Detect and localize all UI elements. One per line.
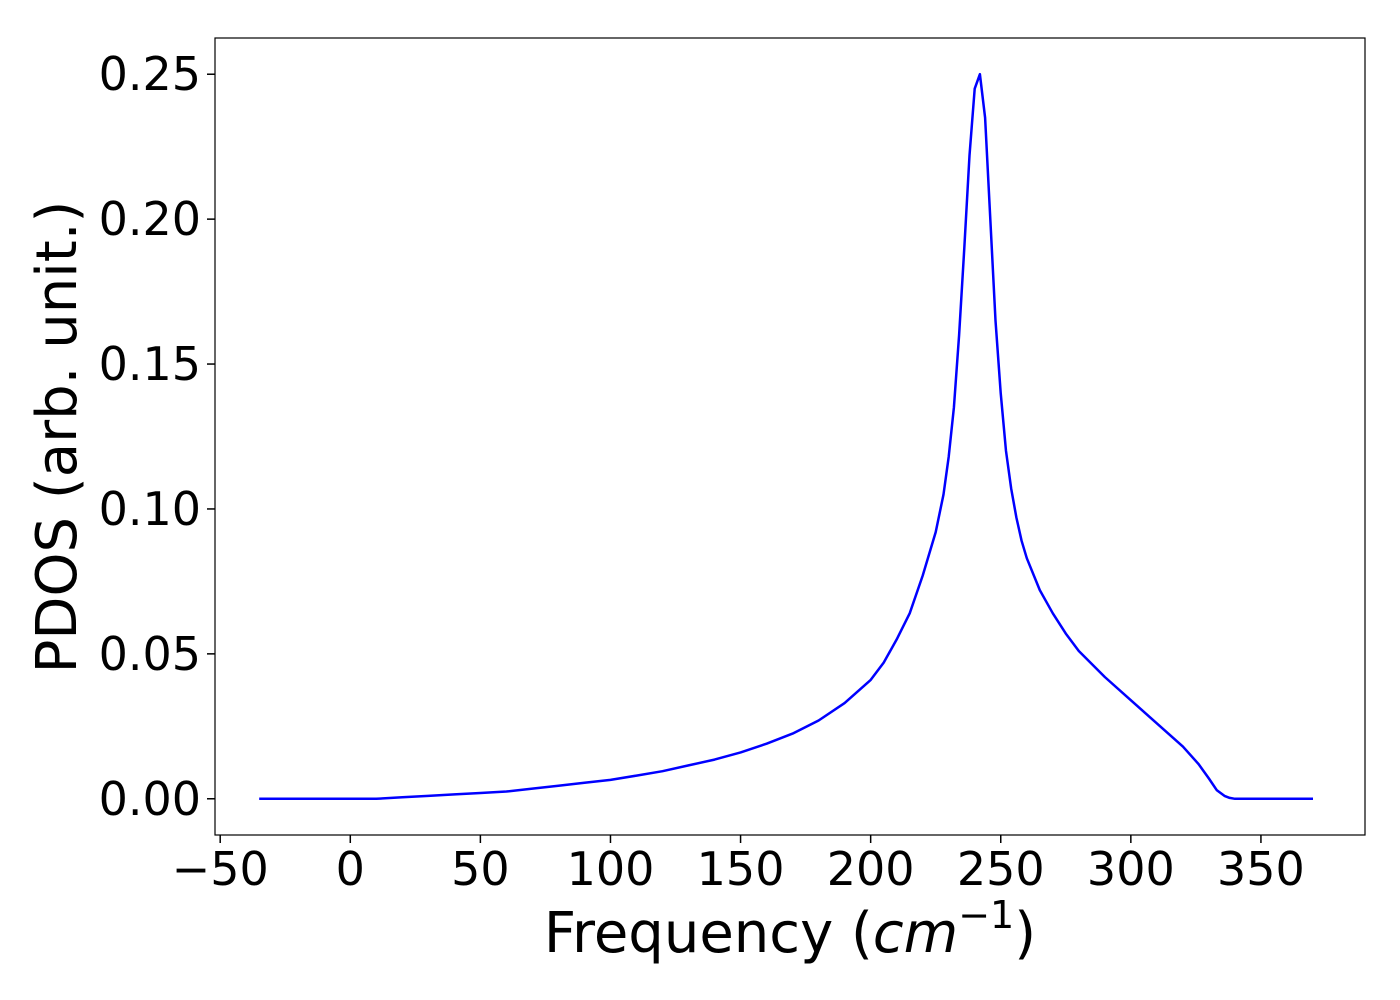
x-tick-label: −50 [172,842,269,896]
y-ticks: 0.00 0.05 0.10 0.15 0.20 0.25 [99,47,215,826]
x-axis-label-close: ) [1014,901,1036,966]
x-tick-label: 100 [567,842,655,896]
x-tick-label: 0 [336,842,365,896]
x-tick-label: 200 [827,842,915,896]
x-tick-label: 250 [957,842,1045,896]
x-axis-label-text: Frequency ( [544,901,873,966]
x-axis-label-unit: cm [873,901,958,966]
x-axis-label: Frequency (cm−1) [544,893,1036,966]
y-tick-label: 0.00 [99,772,201,826]
y-tick-label: 0.05 [99,627,201,681]
y-tick-label: 0.25 [99,47,201,101]
y-tick-label: 0.20 [99,192,201,246]
x-axis-label-exponent: −1 [958,893,1014,937]
y-axis-label: PDOS (arb. unit.) [25,201,90,674]
x-tick-label: 300 [1087,842,1175,896]
x-tick-label: 50 [451,842,510,896]
pdos-series-line [259,72,1313,801]
plot-frame [214,37,1366,836]
x-ticks: −50 0 50 100 150 200 250 300 350 [172,835,1305,896]
x-tick-label: 150 [697,842,785,896]
x-tick-label: 350 [1217,842,1305,896]
y-tick-label: 0.15 [99,337,201,391]
y-tick-label: 0.10 [99,482,201,536]
